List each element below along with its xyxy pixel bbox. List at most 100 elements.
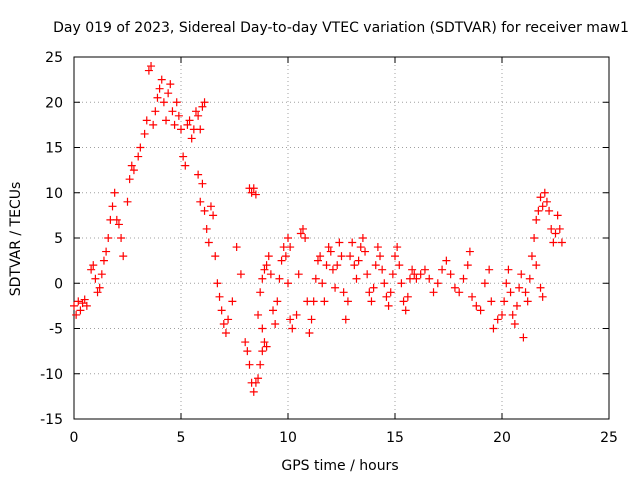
data-point — [102, 247, 111, 256]
data-point — [547, 224, 556, 233]
data-point — [463, 261, 472, 270]
data-point — [337, 252, 346, 261]
x-tick-label: 10 — [279, 430, 297, 446]
data-point — [166, 80, 175, 89]
data-point — [247, 188, 256, 197]
data-point — [249, 387, 258, 396]
data-point — [104, 234, 113, 242]
data-point — [221, 329, 230, 338]
data-point — [301, 234, 310, 242]
data-point — [532, 261, 541, 270]
data-point — [204, 238, 213, 247]
data-point — [164, 89, 173, 98]
x-tick-label: 25 — [600, 430, 618, 446]
data-point — [191, 107, 200, 116]
data-point — [91, 274, 100, 283]
data-point — [82, 301, 91, 310]
data-point — [273, 297, 282, 306]
data-point — [136, 143, 145, 152]
data-point — [378, 265, 387, 274]
data-point — [493, 315, 502, 324]
data-point — [420, 265, 429, 274]
data-point — [476, 306, 485, 315]
data-point — [232, 243, 241, 252]
data-point — [393, 243, 402, 252]
data-point — [185, 116, 194, 125]
data-point — [149, 120, 158, 129]
data-point — [339, 288, 348, 297]
data-point — [97, 270, 106, 279]
data-point — [262, 261, 271, 270]
data-point — [555, 224, 564, 233]
data-point — [264, 252, 273, 261]
data-point — [266, 270, 275, 279]
data-point — [196, 125, 205, 134]
y-tick-label: 20 — [45, 95, 63, 111]
data-point — [275, 274, 284, 283]
data-point — [258, 347, 267, 356]
data-point — [367, 297, 376, 306]
data-point — [254, 310, 263, 319]
y-tick-label: -15 — [40, 412, 63, 428]
data-point — [260, 265, 269, 274]
data-point — [269, 306, 278, 315]
data-point — [382, 292, 391, 301]
data-point — [281, 252, 290, 261]
data-point — [540, 188, 549, 197]
data-point — [292, 310, 301, 319]
data-point — [243, 347, 252, 356]
data-point — [363, 270, 372, 279]
data-point — [376, 252, 385, 261]
data-point — [527, 252, 536, 261]
data-point — [352, 274, 361, 283]
data-point — [506, 288, 515, 297]
data-point — [206, 202, 215, 211]
data-point — [498, 310, 506, 319]
data-point — [553, 211, 562, 220]
data-point — [153, 93, 162, 102]
data-point — [433, 279, 442, 288]
data-point — [284, 279, 292, 288]
data-point — [425, 274, 434, 283]
data-point — [358, 234, 367, 242]
data-point — [219, 319, 228, 328]
data-point — [127, 161, 136, 170]
data-point — [371, 261, 380, 270]
data-point — [147, 62, 156, 71]
data-point — [331, 283, 340, 292]
data-point — [545, 206, 554, 215]
data-point — [99, 256, 108, 265]
data-point — [318, 279, 327, 288]
data-point — [151, 107, 160, 116]
data-point — [500, 297, 509, 306]
data-point — [530, 234, 539, 242]
data-point — [429, 288, 438, 297]
data-point — [534, 206, 543, 215]
data-point — [326, 247, 335, 256]
data-point — [346, 252, 355, 261]
data-point — [388, 270, 397, 279]
data-point — [200, 98, 209, 107]
y-axis-label: SDTVAR / TECUs — [8, 182, 24, 297]
data-point — [172, 98, 181, 107]
data-point — [348, 238, 357, 247]
data-point — [260, 338, 269, 347]
chart-title: Day 019 of 2023, Sidereal Day-to-day VTE… — [53, 20, 629, 36]
data-point — [70, 301, 78, 310]
data-point — [168, 107, 177, 116]
data-point — [508, 310, 517, 319]
data-point — [134, 152, 143, 161]
data-point — [386, 288, 395, 297]
data-point — [80, 295, 89, 304]
data-point — [112, 215, 121, 224]
data-point — [215, 292, 224, 301]
data-point — [450, 283, 459, 292]
data-point — [384, 301, 393, 310]
data-point — [549, 238, 558, 247]
data-point — [162, 116, 171, 125]
data-point — [170, 120, 179, 129]
data-point — [256, 288, 265, 297]
x-tick-label: 5 — [177, 430, 186, 446]
data-point — [72, 310, 81, 319]
